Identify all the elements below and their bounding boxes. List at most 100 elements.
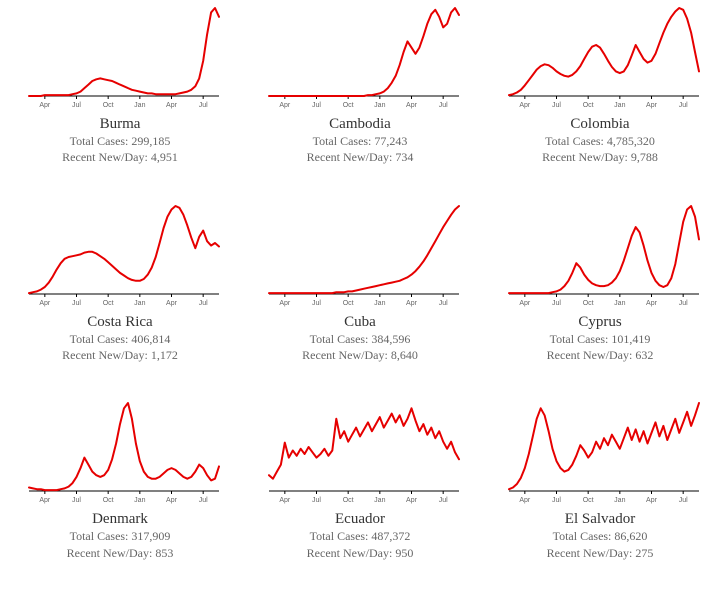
recent-value: 4,951 [151, 150, 178, 164]
total-label: Total Cases: [553, 529, 615, 543]
chart-cell: AprJulOctJanAprJulCosta RicaTotal Cases:… [0, 198, 240, 396]
recent-value: 275 [635, 546, 653, 560]
svg-text:Apr: Apr [646, 497, 658, 504]
total-value: 86,620 [614, 529, 647, 543]
recent-new-day: Recent New/Day: 8,640 [302, 347, 418, 363]
svg-text:Jan: Jan [614, 102, 625, 109]
svg-text:Oct: Oct [583, 300, 594, 307]
total-value: 299,185 [131, 134, 170, 148]
svg-text:Jul: Jul [72, 497, 81, 504]
svg-text:Jul: Jul [679, 102, 688, 109]
total-cases: Total Cases: 4,785,320 [545, 133, 655, 149]
total-label: Total Cases: [310, 332, 372, 346]
svg-text:Jul: Jul [312, 497, 321, 504]
svg-text:Oct: Oct [103, 102, 114, 109]
country-name: Costa Rica [87, 314, 152, 331]
sparkline-chart: AprJulOctJanAprJul [15, 202, 225, 312]
total-label: Total Cases: [70, 332, 132, 346]
chart-cell: AprJulOctJanAprJulDenmarkTotal Cases: 31… [0, 395, 240, 593]
recent-label: Recent New/Day: [307, 546, 396, 560]
svg-text:Jul: Jul [552, 300, 561, 307]
sparkline-chart: Apr Jul Oct Jan Apr Jul [495, 4, 705, 114]
recent-label: Recent New/Day: [547, 546, 636, 560]
total-label: Total Cases: [310, 529, 372, 543]
sparkline-chart: AprJulOctJanAprJul [495, 399, 705, 509]
svg-text:Apr: Apr [166, 300, 178, 307]
svg-text:Jul: Jul [439, 497, 448, 504]
total-value: 384,596 [371, 332, 410, 346]
recent-new-day: Recent New/Day: 950 [307, 545, 414, 561]
recent-new-day: Recent New/Day: 9,788 [542, 149, 658, 165]
svg-text:Apr: Apr [406, 497, 418, 504]
country-name: Cyprus [578, 314, 621, 331]
svg-text:Apr: Apr [646, 102, 658, 109]
svg-text:Apr: Apr [406, 300, 418, 307]
total-value: 101,419 [611, 332, 650, 346]
svg-text:Jan: Jan [134, 102, 145, 109]
svg-text:Jul: Jul [552, 497, 561, 504]
total-cases: Total Cases: 101,419 [550, 331, 651, 347]
svg-text:Apr: Apr [519, 102, 531, 109]
recent-label: Recent New/Day: [62, 348, 151, 362]
svg-text:Jul: Jul [312, 300, 321, 307]
country-name: Ecuador [335, 511, 385, 528]
country-name: El Salvador [565, 511, 635, 528]
svg-text:Apr: Apr [39, 102, 51, 109]
svg-text:Jul: Jul [199, 102, 208, 109]
svg-text:Apr: Apr [519, 300, 531, 307]
svg-text:Jul: Jul [72, 300, 81, 307]
svg-text:Jan: Jan [374, 102, 385, 109]
svg-text:Oct: Oct [103, 300, 114, 307]
svg-text:Jan: Jan [134, 300, 145, 307]
svg-text:Oct: Oct [343, 102, 354, 109]
recent-new-day: Recent New/Day: 275 [547, 545, 654, 561]
svg-text:Oct: Oct [103, 497, 114, 504]
total-label: Total Cases: [313, 134, 375, 148]
recent-label: Recent New/Day: [67, 546, 156, 560]
svg-text:Oct: Oct [583, 102, 594, 109]
svg-text:Apr: Apr [166, 497, 178, 504]
recent-new-day: Recent New/Day: 734 [307, 149, 414, 165]
svg-text:Jul: Jul [199, 300, 208, 307]
svg-text:Jul: Jul [72, 102, 81, 109]
svg-text:Oct: Oct [583, 497, 594, 504]
chart-cell: Apr Jul Oct Jan Apr Jul ColombiaTotal Cases: 4… [480, 0, 720, 198]
sparkline-chart: AprJulOctJanAprJul [495, 202, 705, 312]
recent-value: 734 [395, 150, 413, 164]
recent-label: Recent New/Day: [62, 150, 151, 164]
svg-text:Jul: Jul [679, 497, 688, 504]
svg-text:Oct: Oct [343, 300, 354, 307]
total-cases: Total Cases: 406,814 [70, 331, 171, 347]
country-name: Denmark [92, 511, 148, 528]
svg-text:Jul: Jul [439, 300, 448, 307]
sparkline-chart: AprJulOctJanAprJul [255, 399, 465, 509]
sparkline-chart: AprJulOctJanAprJul [255, 4, 465, 114]
country-name: Colombia [570, 116, 629, 133]
recent-value: 9,788 [631, 150, 658, 164]
total-value: 4,785,320 [607, 134, 655, 148]
recent-value: 632 [635, 348, 653, 362]
svg-text:Jul: Jul [552, 102, 561, 109]
chart-cell: AprJulOctJanAprJulCambodiaTotal Cases: 7… [240, 0, 480, 198]
total-label: Total Cases: [70, 134, 132, 148]
svg-text:Jan: Jan [374, 497, 385, 504]
country-name: Burma [100, 116, 141, 133]
svg-text:Jul: Jul [199, 497, 208, 504]
svg-text:Jan: Jan [374, 300, 385, 307]
country-name: Cambodia [329, 116, 391, 133]
svg-text:Jan: Jan [614, 300, 625, 307]
recent-label: Recent New/Day: [547, 348, 636, 362]
svg-text:Jul: Jul [439, 102, 448, 109]
recent-value: 950 [395, 546, 413, 560]
recent-new-day: Recent New/Day: 632 [547, 347, 654, 363]
sparkline-chart: AprJulOctJanAprJul [15, 4, 225, 114]
chart-cell: AprJulOctJanAprJulEcuadorTotal Cases: 48… [240, 395, 480, 593]
recent-new-day: Recent New/Day: 4,951 [62, 149, 178, 165]
total-label: Total Cases: [550, 332, 612, 346]
svg-text:Jul: Jul [312, 102, 321, 109]
sparkline-chart: Apr Jul Oct Jan Apr Jul [255, 202, 465, 312]
svg-text:Apr: Apr [279, 300, 291, 307]
recent-value: 853 [155, 546, 173, 560]
total-cases: Total Cases: 77,243 [313, 133, 408, 149]
chart-cell: AprJulOctJanAprJulBurmaTotal Cases: 299,… [0, 0, 240, 198]
